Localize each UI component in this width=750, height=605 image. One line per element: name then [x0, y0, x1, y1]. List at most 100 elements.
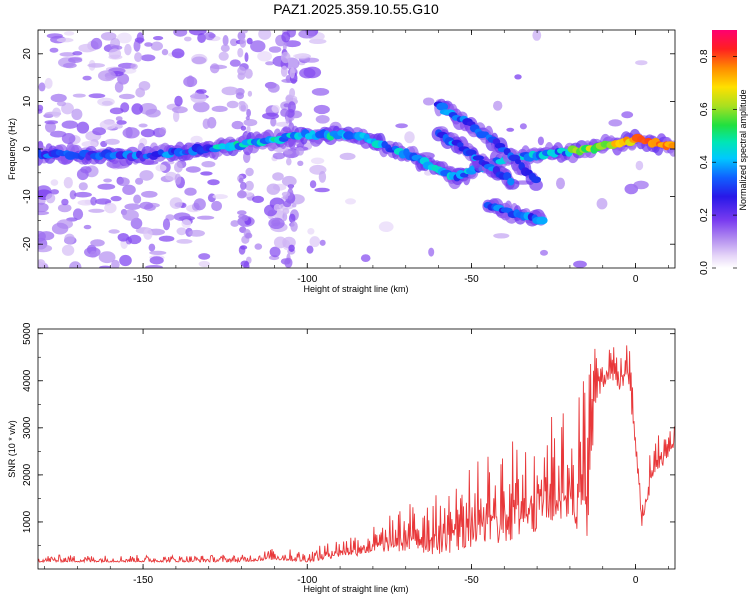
ridge-blob	[536, 216, 548, 225]
noise-blob	[191, 56, 207, 65]
noise-blob	[38, 244, 53, 253]
noise-blob	[116, 120, 127, 125]
noise-blob	[286, 108, 295, 118]
noise-blob	[99, 265, 112, 268]
y-tick-label: 3000	[22, 416, 33, 439]
x-tick-label: -150	[133, 274, 153, 285]
noise-blob	[229, 59, 241, 67]
noise-blob	[196, 215, 215, 220]
noise-blob	[111, 259, 120, 268]
noise-blob	[281, 191, 290, 197]
noise-blob	[309, 236, 321, 248]
noise-blob	[72, 93, 86, 98]
noise-blob	[173, 110, 180, 123]
noise-blob	[45, 193, 56, 204]
noise-blob	[265, 61, 275, 66]
noise-blob	[104, 202, 117, 214]
noise-blob	[38, 104, 44, 112]
noise-blob	[133, 194, 142, 204]
noise-blob	[514, 74, 522, 80]
noise-blob	[140, 128, 155, 138]
ridge-blob	[457, 142, 464, 148]
colorbar-tick-label: 0.4	[699, 155, 710, 169]
noise-blob	[280, 108, 289, 117]
noise-blob	[238, 177, 244, 184]
noise-blob	[313, 104, 330, 115]
noise-blob	[221, 86, 239, 96]
noise-blob	[124, 43, 132, 56]
noise-blob	[282, 212, 288, 222]
noise-blob	[246, 125, 251, 134]
colorbar: 0.0 0.2 0.4 0.6 0.8 Normalized spectral ampl…	[699, 30, 748, 275]
noise-blob	[245, 167, 254, 177]
noise-blob	[230, 38, 238, 47]
noise-blob	[88, 93, 106, 99]
noise-blob	[635, 160, 644, 171]
snr-ylabel: SNR (10 * v/v)	[7, 420, 17, 478]
colorbar-gradient	[712, 30, 737, 268]
noise-blob	[131, 103, 143, 115]
noise-blob	[289, 67, 295, 79]
noise-blob	[245, 232, 253, 239]
noise-blob	[273, 236, 287, 249]
noise-blob	[269, 246, 281, 258]
noise-blob	[318, 171, 327, 183]
noise-blob	[297, 160, 304, 166]
noise-blob	[82, 75, 92, 81]
noise-blob	[172, 106, 188, 114]
noise-blob	[84, 247, 101, 258]
y-tick-label: 20	[22, 48, 33, 60]
noise-blob	[140, 54, 156, 62]
noise-blob	[291, 203, 297, 208]
noise-blob	[242, 30, 248, 34]
noise-blob	[506, 127, 515, 132]
ridge-blob	[503, 172, 512, 181]
noise-blob	[211, 105, 228, 112]
noise-blob	[288, 244, 295, 252]
noise-blob	[100, 32, 117, 41]
ridge-blob	[515, 158, 521, 165]
noise-blob	[237, 66, 247, 76]
noise-blob	[155, 164, 167, 172]
noise-blob	[282, 207, 290, 215]
noise-blob	[226, 100, 239, 109]
y-tick-label: 1000	[22, 510, 33, 533]
noise-blob	[90, 37, 103, 50]
noise-blob	[108, 229, 120, 234]
noise-blob	[64, 233, 75, 245]
y-tick-label: 10	[22, 95, 33, 107]
snr-frame	[37, 328, 676, 570]
noise-blob	[202, 118, 210, 130]
noise-blob	[94, 198, 112, 205]
ridge-blob	[465, 149, 477, 156]
noise-blob	[83, 224, 92, 230]
x-tick-label: -100	[297, 575, 317, 586]
noise-blob	[61, 120, 78, 129]
noise-blob	[38, 230, 46, 242]
y-tick-label: 4000	[22, 369, 33, 392]
noise-blob	[38, 210, 50, 216]
noise-blob	[114, 81, 124, 93]
spectrogram-xlabel: Height of straight line (km)	[303, 284, 408, 294]
ridge-blob	[472, 155, 484, 161]
noise-blob	[537, 136, 545, 146]
noise-blob	[307, 228, 315, 235]
noise-blob	[161, 48, 169, 56]
noise-blob	[239, 38, 247, 48]
noise-blob	[319, 239, 326, 246]
y-tick-label: 2000	[22, 463, 33, 486]
noise-blob	[61, 198, 69, 206]
colorbar-axes: 0.0 0.2 0.4 0.6 0.8	[699, 49, 737, 275]
noise-blob	[171, 48, 185, 59]
noise-blob	[540, 249, 548, 256]
noise-blob	[119, 254, 132, 267]
noise-blob	[190, 92, 207, 104]
colorbar-tick-label: 0.6	[699, 102, 710, 116]
y-tick-label: -10	[22, 189, 33, 204]
noise-blob	[186, 75, 195, 87]
noise-blob	[635, 60, 648, 66]
noise-blob	[282, 41, 287, 52]
noise-blob	[220, 44, 230, 52]
